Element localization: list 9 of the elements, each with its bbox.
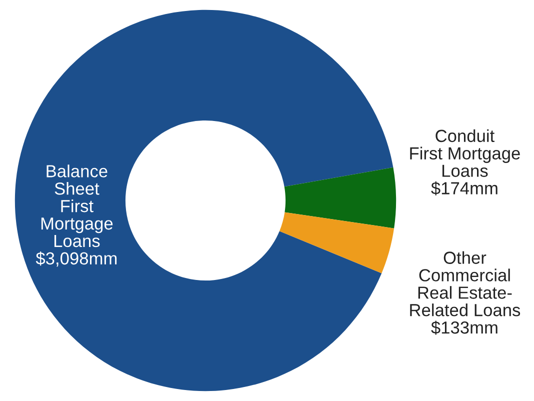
data-label: $133mm xyxy=(431,320,498,335)
slice-label: Conduit First Mortgage Loans xyxy=(410,129,520,177)
donut-slice xyxy=(279,212,394,274)
data-label: $3,098mm xyxy=(36,252,117,267)
data-label: $174mm xyxy=(431,181,498,196)
slice-label: Balance Sheet First Mortgage Loans xyxy=(41,164,113,248)
donut-slice xyxy=(284,167,396,228)
donut-slice xyxy=(14,10,394,392)
slice-label: Other Commercial Real Estate- Related Loans xyxy=(410,251,520,316)
